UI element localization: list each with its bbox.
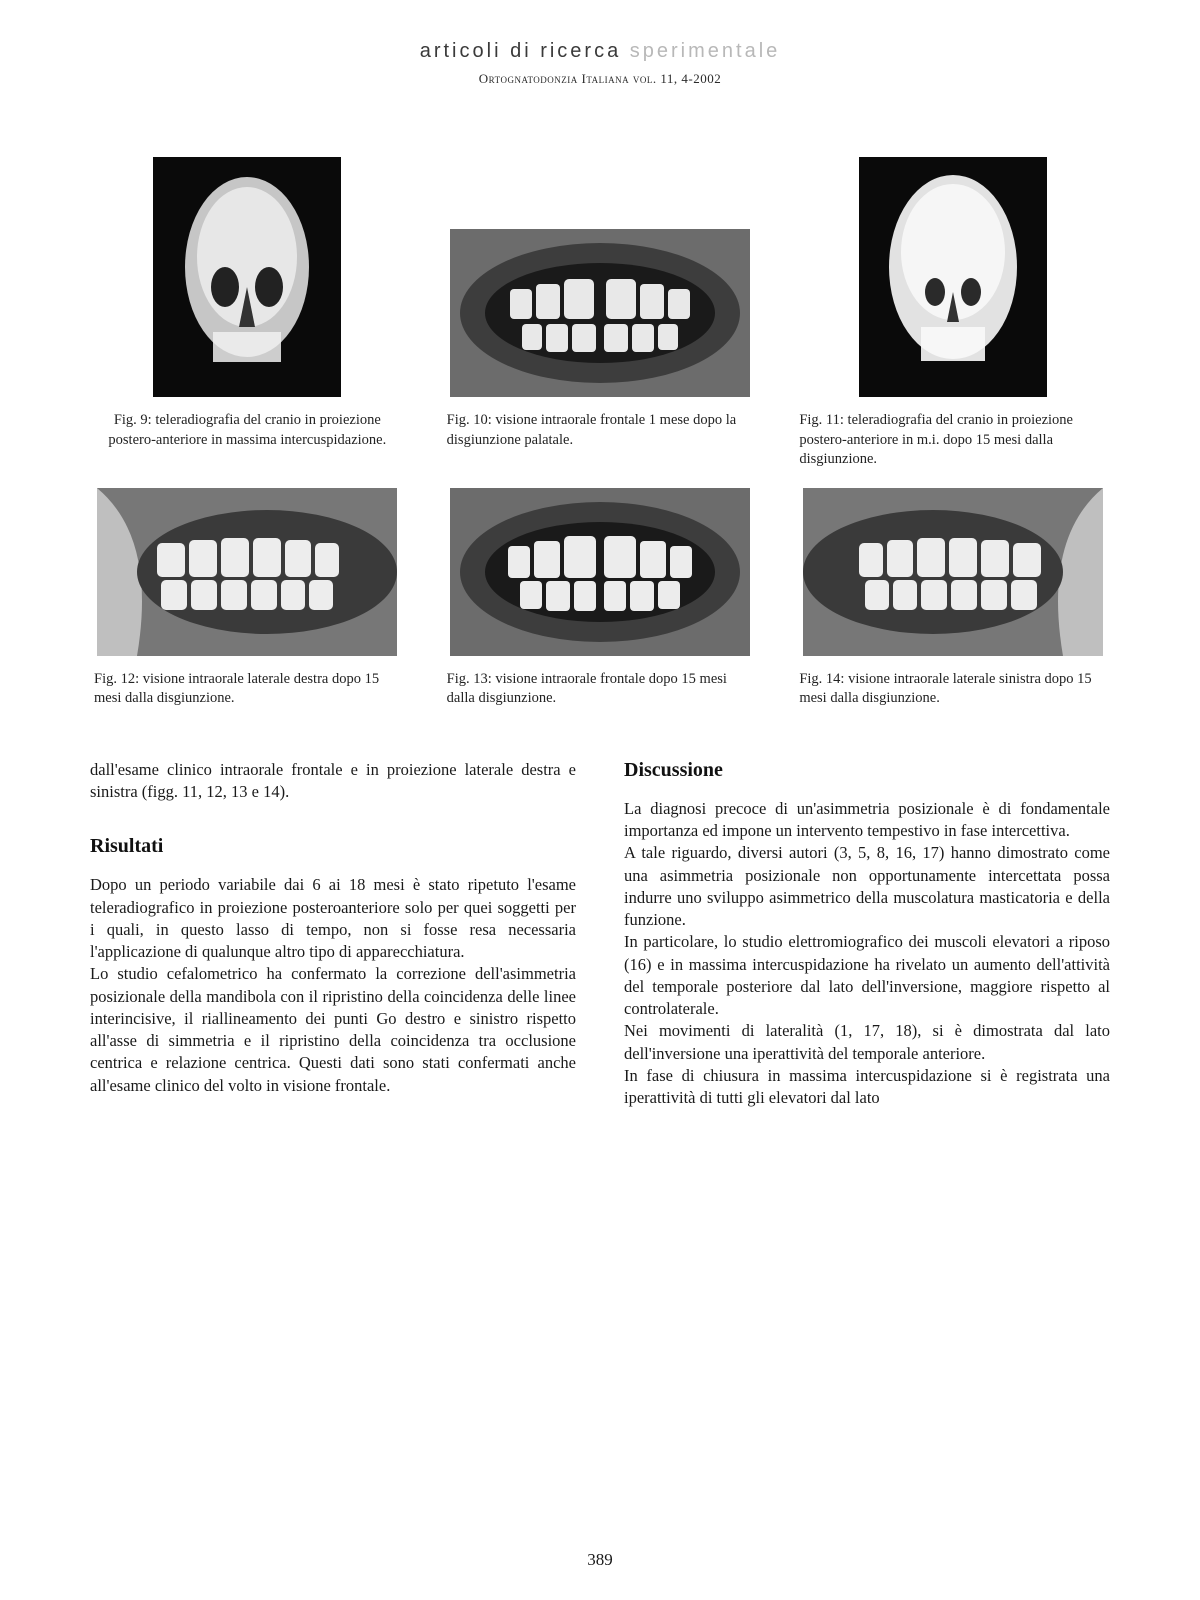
left-column: dall'esame clinico intraorale frontale e… bbox=[90, 759, 576, 1110]
journal-reference: Ortognatodonzia Italiana vol. 11, 4-2002 bbox=[90, 71, 1110, 87]
figure-12-caption: Fig. 12: visione intraorale laterale des… bbox=[90, 670, 405, 709]
discussione-p3: In particolare, lo studio elettromiograf… bbox=[624, 931, 1110, 1020]
figure-10-image bbox=[450, 229, 750, 397]
body-columns: dall'esame clinico intraorale frontale e… bbox=[90, 759, 1110, 1110]
teeth-frontal-icon bbox=[450, 488, 750, 656]
figure-12-image bbox=[97, 488, 397, 656]
teeth-lateral-left-icon bbox=[803, 488, 1103, 656]
figure-14-caption: Fig. 14: visione intraorale laterale sin… bbox=[795, 670, 1110, 709]
figure-13-caption: Fig. 13: visione intraorale frontale dop… bbox=[443, 670, 758, 709]
risultati-heading: Risultati bbox=[90, 835, 576, 858]
teeth-lateral-right-icon bbox=[97, 488, 397, 656]
figure-14: Fig. 14: visione intraorale laterale sin… bbox=[795, 488, 1110, 709]
risultati-p2: Lo studio cefalometrico ha confermato la… bbox=[90, 963, 576, 1097]
figure-9-image bbox=[153, 157, 341, 397]
figure-10-caption: Fig. 10: visione intraorale frontale 1 m… bbox=[443, 411, 758, 450]
figure-9-caption: Fig. 9: teleradiografia del cranio in pr… bbox=[90, 411, 405, 450]
header-title-light: sperimentale bbox=[630, 40, 781, 62]
right-column: Discussione La diagnosi precoce di un'as… bbox=[624, 759, 1110, 1110]
risultati-p1: Dopo un periodo variabile dai 6 ai 18 me… bbox=[90, 874, 576, 963]
figure-13-image bbox=[450, 488, 750, 656]
figure-9: Fig. 9: teleradiografia del cranio in pr… bbox=[90, 157, 405, 470]
discussione-p4: Nei movimenti di lateralità (1, 17, 18),… bbox=[624, 1020, 1110, 1065]
figure-11-image bbox=[859, 157, 1047, 397]
discussione-p5: In fase di chiusura in massima intercusp… bbox=[624, 1065, 1110, 1110]
header-title: articoli di ricerca sperimentale bbox=[420, 40, 781, 62]
discussione-heading: Discussione bbox=[624, 759, 1110, 782]
figure-grid: Fig. 9: teleradiografia del cranio in pr… bbox=[90, 157, 1110, 709]
xray-icon bbox=[153, 157, 341, 397]
page-number: 389 bbox=[0, 1550, 1200, 1570]
lead-paragraph: dall'esame clinico intraorale frontale e… bbox=[90, 759, 576, 804]
figure-11-caption: Fig. 11: teleradiografia del cranio in p… bbox=[795, 411, 1110, 470]
figure-11: Fig. 11: teleradiografia del cranio in p… bbox=[795, 157, 1110, 470]
figure-13: Fig. 13: visione intraorale frontale dop… bbox=[443, 488, 758, 709]
xray-icon bbox=[859, 157, 1047, 397]
discussione-p1: La diagnosi precoce di un'asimmetria pos… bbox=[624, 798, 1110, 843]
discussione-p2: A tale riguardo, diversi autori (3, 5, 8… bbox=[624, 842, 1110, 931]
figure-14-image bbox=[803, 488, 1103, 656]
figure-10: Fig. 10: visione intraorale frontale 1 m… bbox=[443, 157, 758, 470]
figure-12: Fig. 12: visione intraorale laterale des… bbox=[90, 488, 405, 709]
page-header: articoli di ricerca sperimentale bbox=[90, 40, 1110, 63]
header-title-dark: articoli di ricerca bbox=[420, 40, 621, 62]
teeth-frontal-icon bbox=[450, 229, 750, 397]
